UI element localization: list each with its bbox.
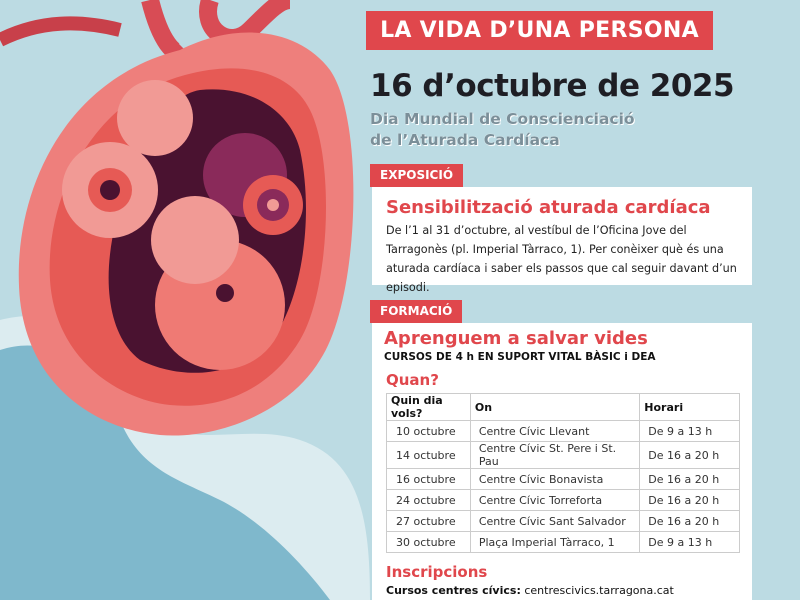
formacio-title: Aprenguem a salvar vides <box>384 328 648 349</box>
table-row: 16 octubre Centre Cívic Bonavista De 16 a … <box>386 468 740 490</box>
poster-title: LA VIDA D’UNA PERSONA <box>366 11 713 50</box>
exposicio-card: Sensibilització aturada cardíaca De l’1 … <box>372 187 752 294</box>
time-cell: De 16 a 20 h <box>639 489 740 511</box>
column-header: Quin dia vols? <box>386 393 471 421</box>
venue-cell: Centre Cívic Llevant <box>469 420 641 442</box>
gear-icon <box>203 133 303 235</box>
exposicio-body: De l’1 al 31 d’octubre, al vestíbul de l… <box>386 224 737 294</box>
formacio-subtitle: CURSOS DE 4 h EN SUPORT VITAL BÀSIC i DE… <box>384 351 656 363</box>
event-date: 16 d’octubre de 2025 <box>370 68 735 104</box>
date-cell: 14 octubre <box>386 441 471 469</box>
subtitle-line: Dia Mundial de Conscienciació <box>370 110 635 128</box>
schedule-table: Quin dia vols? On Horari 10 octubre Centr… <box>386 393 740 553</box>
inscripcions-heading: Inscripcions <box>386 563 488 581</box>
venue-cell: Centre Cívic St. Pere i St. Pau <box>469 441 641 469</box>
date-cell: 10 octubre <box>386 420 471 442</box>
venue-cell: Centre Cívic Bonavista <box>469 468 641 490</box>
exposicio-tab: EXPOSICIÓ <box>370 164 464 187</box>
courses-link[interactable]: centrescivics.tarragona.cat <box>524 584 674 597</box>
gear-icon <box>151 196 239 284</box>
date-cell: 24 octubre <box>386 489 471 511</box>
event-subtitle: Dia Mundial de Conscienciació de l’Atura… <box>370 109 635 151</box>
subtitle-line: de l’Aturada Cardíaca <box>370 131 560 149</box>
table-row: 10 octubre Centre Cívic Llevant De 9 a 13 … <box>386 420 740 442</box>
time-cell: De 9 a 13 h <box>639 531 740 553</box>
date-cell: 16 octubre <box>386 468 471 490</box>
time-cell: De 16 a 20 h <box>639 510 740 532</box>
date-cell: 27 octubre <box>386 510 471 532</box>
table-row: 14 octubre Centre Cívic St. Pere i St. Pa… <box>386 441 740 469</box>
gear-icon <box>117 80 193 156</box>
table-row: 30 octubre Plaça Imperial Tàrraco, 1 De 9 … <box>386 531 740 553</box>
time-cell: De 16 a 20 h <box>639 441 740 469</box>
time-cell: De 9 a 13 h <box>639 420 740 442</box>
venue-cell: Centre Cívic Sant Salvador <box>469 510 641 532</box>
venue-cell: Plaça Imperial Tàrraco, 1 <box>469 531 641 553</box>
date-cell: 30 octubre <box>386 531 471 553</box>
table-row: 27 octubre Centre Cívic Sant Salvador De 1… <box>386 510 740 532</box>
time-cell: De 16 a 20 h <box>639 468 740 490</box>
column-header: Horari <box>639 393 740 421</box>
courses-label: Cursos centres cívics: <box>386 584 521 597</box>
table-row: 24 octubre Centre Cívic Torreforta De 16 a… <box>386 489 740 511</box>
when-heading: Quan? <box>386 371 439 389</box>
courses-line: Cursos centres cívics: centrescivics.tar… <box>386 584 740 597</box>
formacio-tab: FORMACIÓ <box>370 300 463 323</box>
exposicio-title: Sensibilització aturada cardíaca <box>386 197 711 218</box>
venue-cell: Centre Cívic Torreforta <box>469 489 641 511</box>
gear-icon <box>62 142 158 238</box>
table-header-row: Quin dia vols? On Horari <box>386 393 740 421</box>
formacio-card: Aprenguem a salvar vides CURSOS DE 4 h E… <box>372 323 752 600</box>
column-header: On <box>469 393 641 421</box>
